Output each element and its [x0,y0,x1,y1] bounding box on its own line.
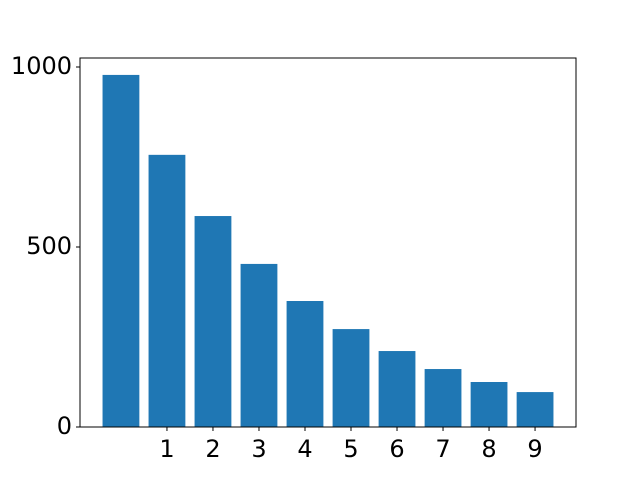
bar [424,369,462,427]
bar [240,263,278,427]
bar [194,216,232,427]
bar [286,301,324,427]
x-tick-label: 3 [251,435,266,463]
plot-frame [79,57,577,428]
bar [102,74,140,428]
bar [516,392,554,427]
x-tick-label: 2 [205,435,220,463]
bar [332,329,370,427]
x-tick-label: 5 [343,435,358,463]
x-tick-label: 7 [435,435,450,463]
bar [148,154,186,427]
bar [470,382,508,427]
x-tick-label: 8 [481,435,496,463]
bar [378,351,416,427]
y-tick-label: 0 [57,412,72,440]
y-tick-label: 500 [26,232,72,260]
x-tick-label: 9 [527,435,542,463]
x-tick-label: 4 [297,435,312,463]
y-tick-label: 1000 [11,52,72,80]
x-tick-label: 1 [159,435,174,463]
x-tick-label: 6 [389,435,404,463]
